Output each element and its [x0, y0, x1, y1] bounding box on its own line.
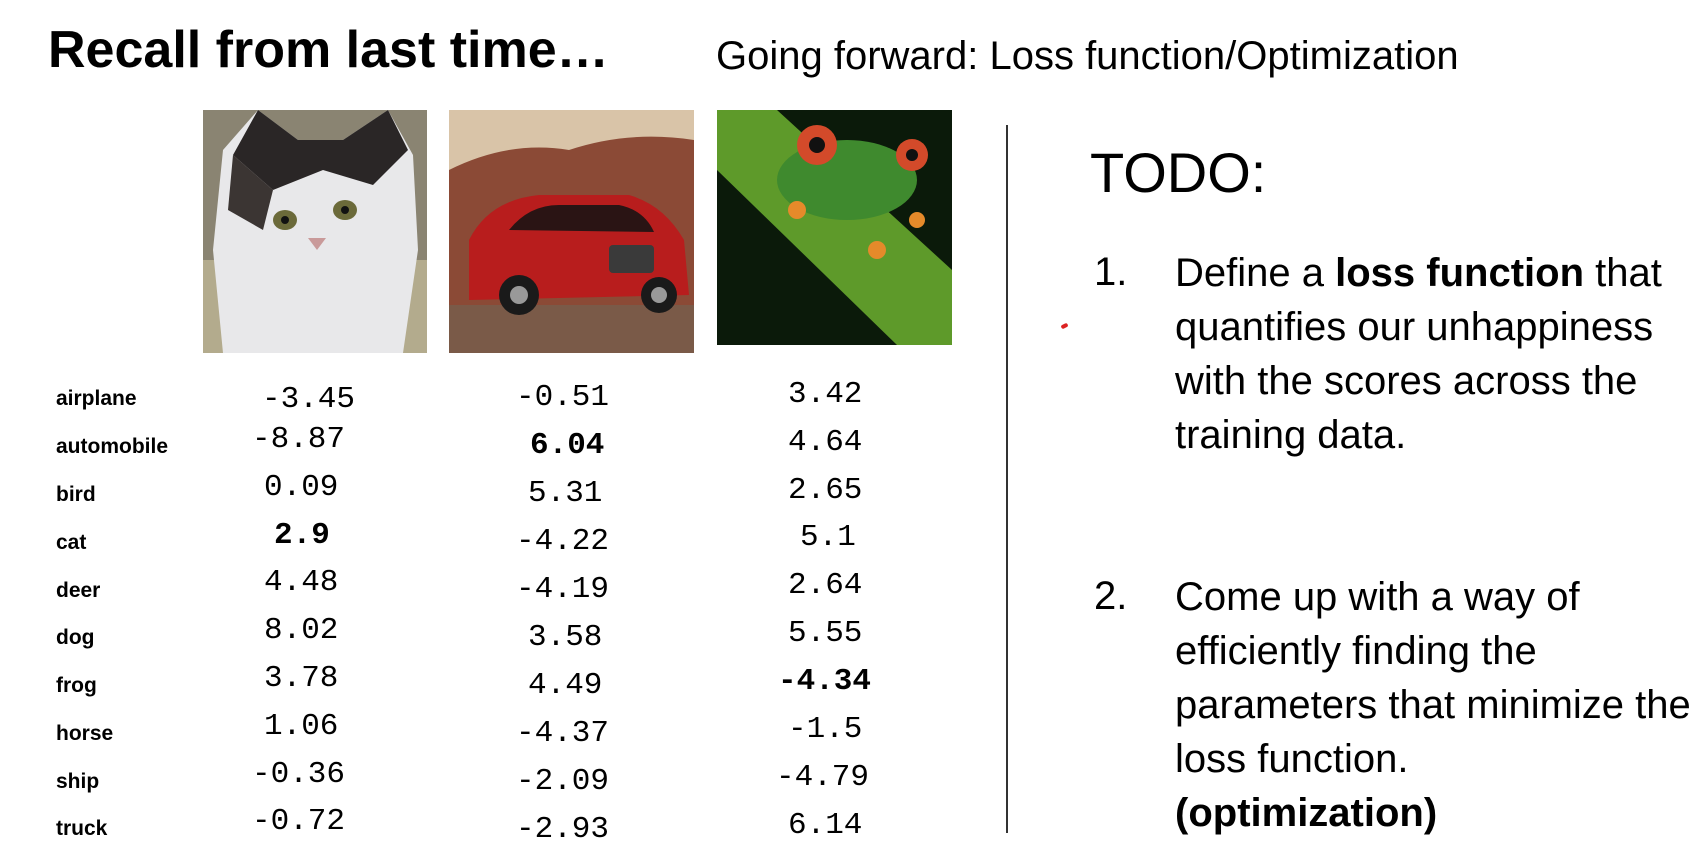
cat-image-score: -3.45: [262, 382, 356, 417]
car-image-score: -4.19: [516, 572, 610, 607]
cat-image-score: 0.09: [264, 470, 339, 505]
todo-item-2-text: Come up with a way of efficiently findin…: [1175, 575, 1691, 781]
car-image-score: -2.09: [516, 764, 610, 799]
slide-subtitle: Going forward: Loss function/Optimizatio…: [716, 34, 1459, 78]
frog-image-score: 3.42: [788, 377, 863, 412]
frog-image-score: -4.79: [776, 760, 870, 795]
class-label: dog: [56, 626, 95, 649]
cat-image-score: 1.06: [264, 709, 339, 744]
class-label: deer: [56, 579, 101, 602]
list-number: 2.: [1094, 574, 1128, 618]
car-image-score: -4.37: [516, 716, 610, 751]
class-label: cat: [56, 531, 87, 554]
frog-image-score: 6.14: [788, 808, 863, 843]
cat-image-score: -0.72: [252, 804, 346, 839]
car-image-score: 4.49: [528, 668, 603, 703]
cat-image-score: -8.87: [252, 422, 346, 457]
class-label: automobile: [56, 435, 169, 458]
stray-mark: [1060, 322, 1069, 330]
car-image-score: -2.93: [516, 812, 610, 847]
class-label: truck: [56, 817, 108, 840]
car-image: [449, 110, 694, 353]
frog-image-score: -4.34: [778, 664, 872, 699]
class-label: ship: [56, 770, 100, 793]
list-number: 1.: [1094, 250, 1128, 294]
frog-image-score: 4.64: [788, 425, 863, 460]
cat-image-score: 4.48: [264, 565, 339, 600]
class-label: airplane: [56, 387, 137, 410]
todo-item-2: Come up with a way of efficiently findin…: [1175, 570, 1695, 840]
car-image-score: 6.04: [530, 428, 605, 463]
todo-heading: TODO:: [1090, 141, 1267, 204]
car-image-score: -0.51: [516, 380, 610, 415]
car-image-score: 5.31: [528, 476, 603, 511]
todo-item-1-text-end: that quantifies our unhappiness with the…: [1175, 251, 1662, 457]
frog-image-score: 5.55: [788, 616, 863, 651]
car-image-score: 3.58: [528, 620, 603, 655]
todo-item-1-bold: loss function: [1335, 251, 1584, 295]
todo-item-2-bold: (optimization): [1175, 791, 1438, 835]
class-label: frog: [56, 674, 97, 697]
todo-item-1-text-start: Define a: [1175, 251, 1336, 295]
cat-image-score: 3.78: [264, 661, 339, 696]
vertical-divider: [1006, 125, 1008, 833]
frog-image: [717, 110, 952, 345]
cat-image: [203, 110, 427, 353]
frog-image-score: 2.65: [788, 473, 863, 508]
frog-image-score: 2.64: [788, 568, 863, 603]
slide-title: Recall from last time…: [48, 21, 609, 79]
cat-image-score: -0.36: [252, 757, 346, 792]
class-label: horse: [56, 722, 114, 745]
frog-image-score: 5.1: [800, 520, 856, 555]
cat-image-score: 2.9: [274, 518, 330, 553]
car-image-score: -4.22: [516, 524, 610, 559]
todo-item-1: Define a loss function that quantifies o…: [1175, 246, 1695, 462]
cat-image-score: 8.02: [264, 613, 339, 648]
frog-image-score: -1.5: [788, 712, 863, 747]
class-label: bird: [56, 483, 96, 506]
